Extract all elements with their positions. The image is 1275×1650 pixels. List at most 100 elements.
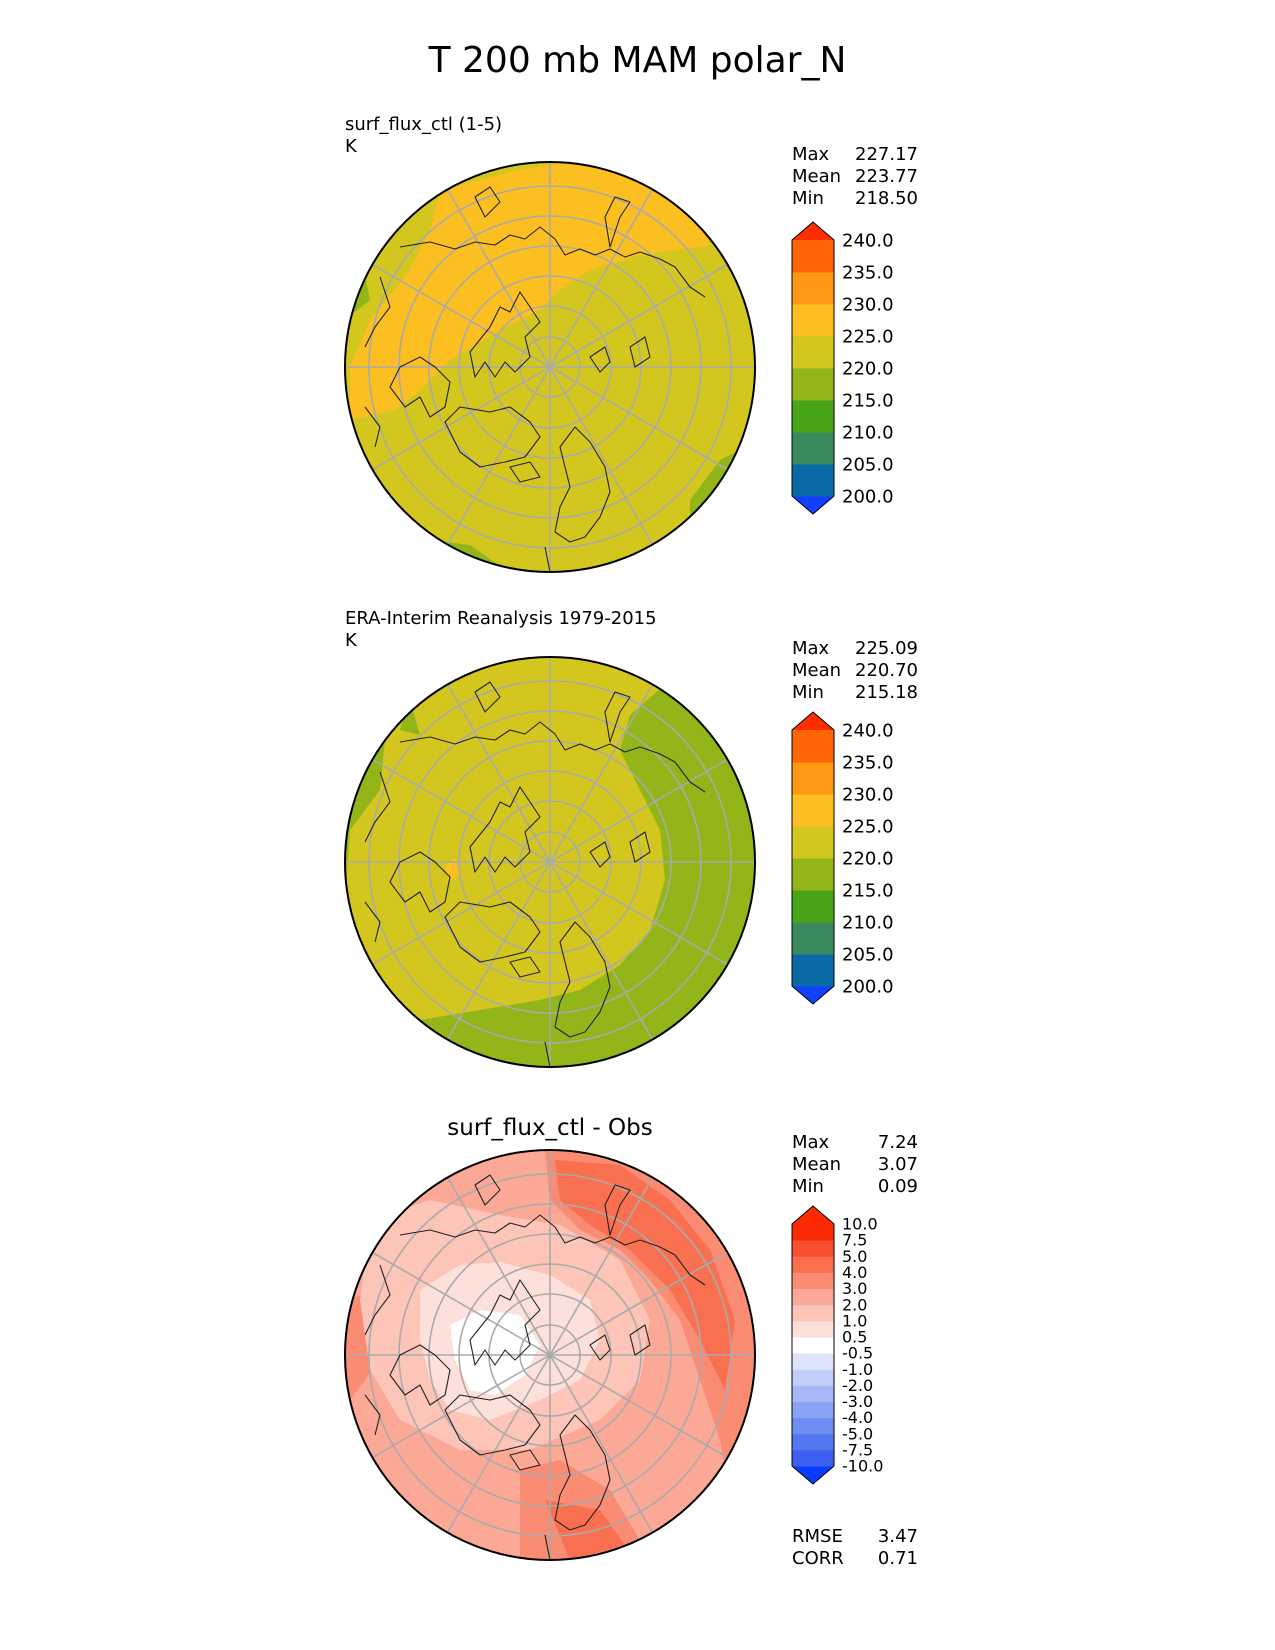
colorbar-segment [792,1433,834,1451]
stat-label: Max [792,144,830,165]
colorbar-tick-label: -1.0 [842,1360,873,1379]
colorbar-tick-label: -4.0 [842,1408,873,1427]
colorbar-segment [792,1449,834,1467]
colorbar-tick-label: 215.0 [842,390,894,411]
colorbar-tick-label: 235.0 [842,262,894,283]
colorbar-segment [792,1385,834,1402]
colorbar-extend-low [792,496,834,514]
colorbar-segment [792,432,834,465]
colorbar-segment [792,464,834,497]
colorbar-segment [792,826,834,859]
colorbar-extend-low [792,1466,834,1484]
colorbar-tick-label: 230.0 [842,784,894,805]
stat-label: Max [792,1132,830,1153]
corr-value: 0.71 [877,1548,918,1569]
panel-title-line1: surf_flux_ctl (1-5) [345,114,503,135]
colorbar-tick-label: -2.0 [842,1376,873,1395]
stat-label: Min [792,682,824,703]
colorbar-extend-low [792,986,834,1004]
colorbar-tick-label: 225.0 [842,326,894,347]
stats-difference: Max 7.24 Mean 3.07 Min 0.09 [792,1132,918,1198]
stat-value-mean: 223.77 [855,166,918,187]
colorbar-tick-label: -0.5 [842,1344,873,1363]
colorbar-segment [792,858,834,891]
stat-value-max: 225.09 [855,638,918,659]
colorbar-segment [792,400,834,433]
stat-label: Mean [792,660,842,681]
colorbar-tick-label: 0.5 [842,1328,867,1347]
stat-value-mean: 3.07 [877,1154,918,1175]
colorbar-segment [792,272,834,305]
colorbar-era-interim: 200.0 205.0 210.0 215.0 220.0 225.0 230.0 235.0… [791,711,894,1005]
colorbar-segment [792,1369,834,1386]
colorbar-segment [792,1304,834,1322]
metric-label: RMSE [792,1526,843,1547]
map-era-interim [344,656,756,1068]
stat-value-min: 218.50 [855,188,918,209]
colorbar-segment [792,954,834,987]
colorbar-segment [792,890,834,923]
colorbar-segment [792,1353,834,1370]
stat-value-mean: 220.70 [855,660,918,681]
colorbar-segment [792,1336,834,1354]
colorbar-surf-flux-ctl: 200.0 205.0 210.0 215.0 220.0 225.0 230.0 235.0… [791,221,894,515]
colorbar-tick-label: 240.0 [842,230,894,251]
colorbar-segment [792,730,834,763]
colorbar-segment [792,304,834,337]
colorbar-extend-high [792,1206,834,1224]
colorbar-tick-label: 220.0 [842,358,894,379]
colorbar-segment [792,1401,834,1419]
metric-label: CORR [792,1548,844,1569]
panel-title-line1: ERA-Interim Reanalysis 1979-2015 [345,608,657,629]
colorbar-tick-label: 200.0 [842,486,894,507]
colorbar-outline [791,711,835,1005]
colorbar-tick-label: 230.0 [842,294,894,315]
colorbar-tick-label: 220.0 [842,848,894,869]
colorbar-extend-high [792,712,834,730]
colorbar-tick-label: 235.0 [842,752,894,773]
colorbar-difference: -10.0-7.5-5.0-4.0-3.0-2.0-1.0-0.50.51.02… [791,1205,883,1485]
colorbar-segment [792,240,834,273]
map-difference [344,1149,756,1561]
colorbar-tick-label: 210.0 [842,422,894,443]
colorbar-tick-label: 225.0 [842,816,894,837]
colorbar-tick-label: 4.0 [842,1263,867,1282]
panel-units: K [345,630,357,651]
colorbar-tick-label: -7.5 [842,1440,873,1459]
colorbar-segment [792,336,834,369]
colorbar-tick-label: 240.0 [842,720,894,741]
stat-label: Mean [792,166,842,187]
stat-value-min: 0.09 [877,1176,918,1197]
colorbar-segment [792,762,834,795]
colorbar-outline [791,1205,835,1485]
stats-era-interim: Max 225.09 Mean 220.70 Min 215.18 [792,638,918,704]
stat-label: Mean [792,1154,842,1175]
colorbar-tick-label: 205.0 [842,944,894,965]
colorbar-segment [792,1240,834,1257]
figure-title: T 200 mb MAM polar_N [428,40,847,81]
colorbar-extend-high [792,222,834,240]
stat-label: Min [792,188,824,209]
colorbar-tick-label: 210.0 [842,912,894,933]
map-surf-flux-ctl [344,161,756,573]
stat-value-max: 227.17 [855,144,918,165]
metrics-difference: RMSE 3.47 CORR 0.71 [792,1526,918,1570]
colorbar-tick-label: 10.0 [842,1215,878,1234]
colorbar-tick-label: 205.0 [842,454,894,475]
stat-label: Min [792,1176,824,1197]
stat-label: Max [792,638,830,659]
colorbar-tick-label: -10.0 [842,1457,883,1476]
panel-title-difference: surf_flux_ctl - Obs [447,1115,653,1141]
rmse-value: 3.47 [877,1526,918,1547]
colorbar-segment [792,1417,834,1435]
colorbar-tick-label: 200.0 [842,976,894,997]
stat-value-min: 215.18 [855,682,918,703]
colorbar-segment [792,1224,834,1241]
stats-surf-flux-ctl: Max 227.17 Mean 223.77 Min 218.50 [792,144,918,210]
colorbar-tick-label: 3.0 [842,1279,867,1298]
colorbar-segment [792,368,834,401]
colorbar-tick-label: 215.0 [842,880,894,901]
colorbar-outline [791,221,835,515]
colorbar-tick-label: 5.0 [842,1247,867,1266]
